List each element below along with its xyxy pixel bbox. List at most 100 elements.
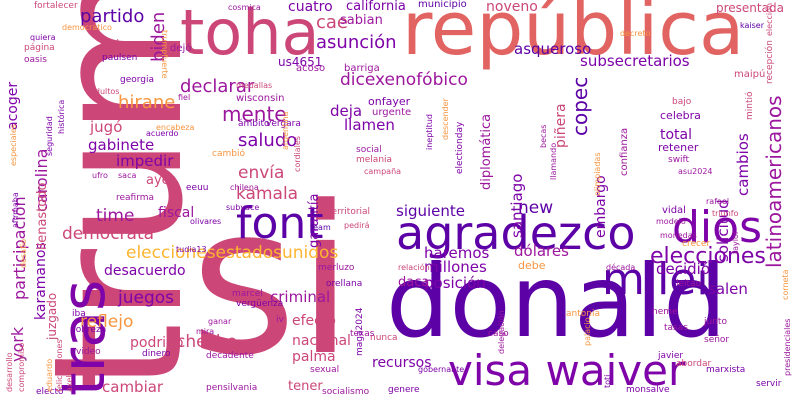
word-si: si [190, 163, 354, 400]
word-cosmica: cosmica [228, 3, 261, 12]
word-celebra: celebra [660, 109, 701, 122]
word-genere: genere [388, 385, 420, 395]
word-corneta: corneta [781, 269, 790, 300]
word-gabinete: gabinete [88, 136, 155, 154]
word-taylor: taylor [731, 230, 740, 254]
word-asu2024: asu2024 [678, 167, 713, 176]
word-llamando: llamando [549, 142, 558, 180]
word-cambios: cambios [734, 133, 752, 196]
word-ganar: ganar [208, 317, 232, 326]
word-california: california [346, 0, 406, 14]
word-posicion: posición [424, 274, 486, 292]
word-olivares: olivares [190, 217, 222, 226]
word-new: new [518, 198, 554, 218]
word-elecciones: elecciones [650, 244, 766, 269]
word-modelo: modelo [656, 217, 686, 226]
word-declarar: declarar [180, 76, 255, 97]
word-encabeza: encabeza [156, 123, 195, 132]
word-vidal: vidal [662, 205, 686, 216]
word-pensilvania: pensilvania [206, 383, 258, 393]
word-becas: becas [539, 124, 548, 148]
word-kamala: kamala [236, 184, 299, 204]
word-deja: deja [330, 102, 363, 120]
word-cambiar: cambiar [102, 378, 164, 396]
word-pinera: piñera [553, 103, 569, 148]
word-haremos: haremos [424, 244, 490, 262]
word-desarrollo: desarrollo [5, 352, 14, 392]
word-acoger: acoger [5, 81, 21, 130]
word-poder: poder [102, 39, 129, 49]
word-barriga: barriga [344, 63, 380, 74]
word-confianza: confianza [619, 127, 630, 176]
word-especiales: especiales [9, 124, 18, 166]
word-marxista: marxista [706, 365, 746, 375]
word-maipu: maipú [734, 69, 766, 80]
word-efecto: efecto [292, 313, 336, 329]
word-garantia: garantía [307, 193, 322, 248]
word-merluzo: merluzo [318, 263, 355, 273]
word-decada: década [606, 263, 636, 272]
word-bajo: bajo [672, 97, 692, 107]
word-junto: junto [704, 317, 727, 327]
word-llenastodo: llenastodo [35, 182, 50, 250]
word-decidio: decidió [656, 260, 711, 278]
word-adultos: adultos [90, 87, 120, 96]
word-copec: copec [568, 76, 592, 136]
word-dolares: dólares [514, 242, 569, 260]
word-kaiser: kaiser [740, 21, 764, 30]
word-republica: república [402, 0, 745, 72]
word-historica: histórica [57, 99, 66, 134]
word-georgia: georgia [120, 75, 155, 85]
word-cordiales: cordiales [293, 136, 302, 172]
word-marcel: marcel [232, 289, 263, 299]
word-campana: campaña [364, 167, 402, 176]
word-envia: envía [238, 163, 285, 183]
word-checho: checho [176, 332, 238, 352]
word-time: time [96, 206, 135, 226]
word-chilena: chilena [230, 183, 259, 192]
word-dejo: dejó [170, 43, 192, 54]
word-leitao: leitao [676, 279, 702, 289]
word-democratico: democrático [62, 23, 112, 32]
word-verguenza: vergüenza [236, 299, 284, 309]
word-texas: texas [350, 329, 375, 339]
word-paulsen: paulsen [102, 53, 138, 63]
word-juzgado: juzgado [45, 292, 59, 340]
word-municipio: municipio [418, 0, 467, 10]
word-toti: toti [603, 374, 612, 388]
word-democrata: demócrata [62, 224, 155, 244]
word-dicexenofobico: dicexenofóbico [340, 70, 468, 90]
word-saca: saca [118, 171, 137, 180]
word-crecer: crecer [682, 239, 711, 249]
word-eduardo: eduardo [45, 358, 54, 392]
word-eeuu: eeuu [186, 183, 209, 193]
word-ambito: ámbito [238, 119, 270, 129]
word-reafirma: reafirma [116, 193, 155, 203]
word-triunfo: triunfo [712, 209, 739, 218]
word-subyace: subyace [226, 203, 260, 212]
word-abordar: abordar [676, 359, 712, 369]
word-decadente: decadente [206, 351, 254, 361]
word-iba: iba [72, 309, 86, 319]
word-socialismo: socialismo [322, 387, 370, 397]
word-dios: dios [672, 202, 762, 253]
word-eleccion: elección [765, 2, 774, 36]
word-salen: salen [708, 280, 748, 298]
word-tasas: tasas [664, 323, 688, 333]
word-team: team [310, 223, 331, 232]
word-mira: mira [196, 327, 215, 336]
word-mintio: mintió [745, 91, 755, 120]
word-rafael: rafael [706, 197, 730, 206]
word-pagina: página [24, 43, 55, 53]
word-recursos: recursos [372, 355, 432, 371]
word-juegos: juegos [118, 288, 175, 308]
word-urgente: urgente [372, 107, 412, 118]
word-partido: partido [80, 6, 145, 27]
word-caso: caso [488, 329, 509, 339]
word-tener: tener [288, 379, 323, 394]
word-retener: retener [658, 141, 699, 154]
word-decreto: decreto [620, 29, 651, 38]
word-electionday: electionday [455, 121, 465, 174]
word-cambio: cambió [212, 149, 245, 159]
word-santiago: santiago [508, 173, 526, 238]
